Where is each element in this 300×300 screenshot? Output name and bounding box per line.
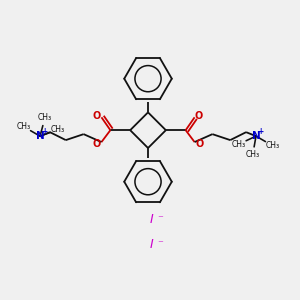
Text: O: O: [195, 111, 203, 121]
Text: +: +: [257, 127, 263, 136]
Text: I: I: [150, 213, 154, 226]
Text: CH₃: CH₃: [232, 140, 246, 148]
Text: +: +: [41, 127, 47, 136]
Text: N: N: [252, 131, 260, 141]
Text: O: O: [195, 139, 204, 149]
Text: ⁻: ⁻: [157, 239, 163, 249]
Text: O: O: [93, 111, 101, 121]
Text: I: I: [150, 238, 154, 250]
Text: ⁻: ⁻: [157, 214, 163, 224]
Text: O: O: [92, 139, 101, 149]
Text: CH₃: CH₃: [265, 141, 279, 150]
Text: CH₃: CH₃: [17, 122, 31, 131]
Text: CH₃: CH₃: [246, 150, 260, 159]
Text: CH₃: CH₃: [38, 113, 52, 122]
Text: CH₃: CH₃: [51, 125, 65, 134]
Text: N: N: [36, 131, 44, 141]
